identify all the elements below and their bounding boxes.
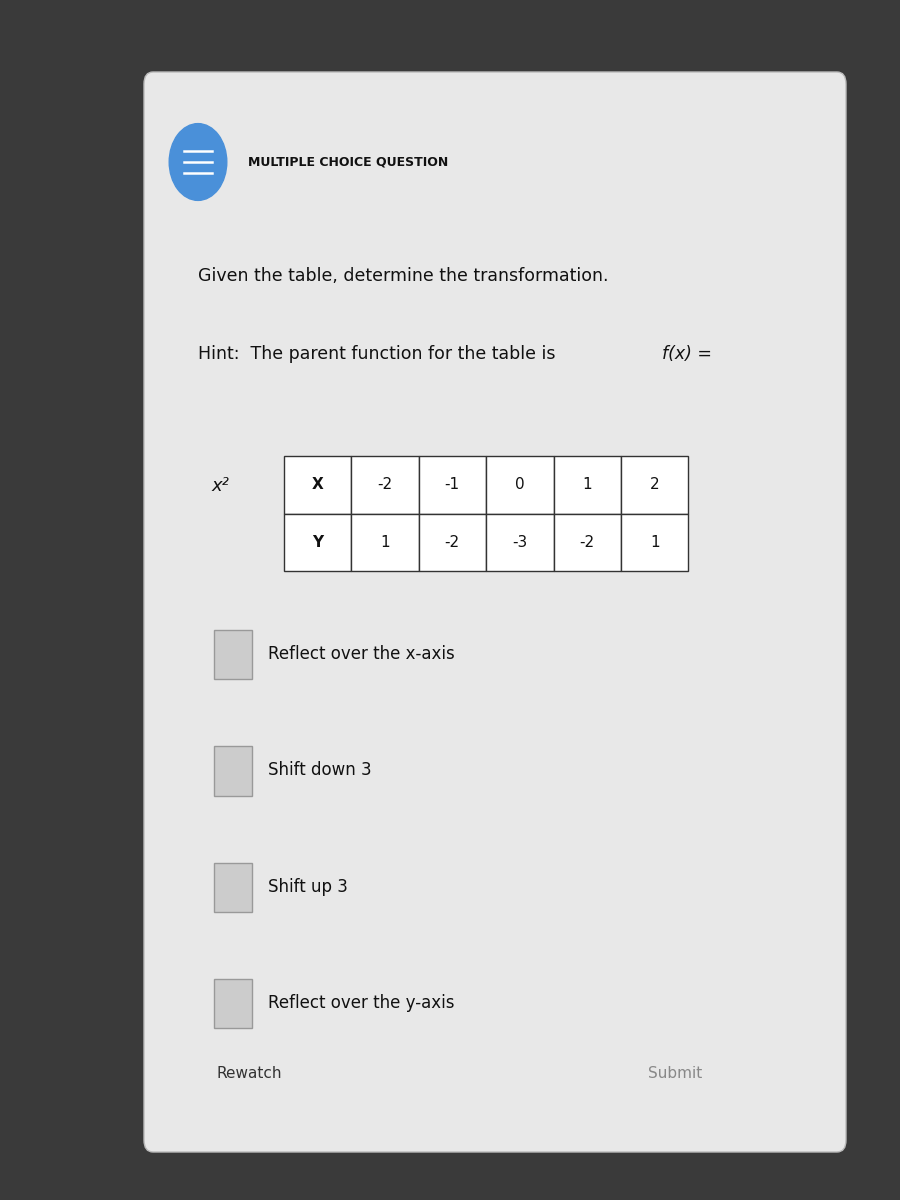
- FancyBboxPatch shape: [284, 456, 351, 514]
- FancyBboxPatch shape: [621, 456, 688, 514]
- Text: -2: -2: [580, 535, 595, 550]
- FancyBboxPatch shape: [351, 456, 418, 514]
- FancyBboxPatch shape: [214, 863, 252, 912]
- FancyBboxPatch shape: [284, 514, 351, 571]
- Text: 2: 2: [650, 478, 660, 492]
- Text: 1: 1: [650, 535, 660, 550]
- FancyBboxPatch shape: [554, 514, 621, 571]
- FancyBboxPatch shape: [351, 514, 418, 571]
- Text: -3: -3: [512, 535, 527, 550]
- FancyBboxPatch shape: [214, 630, 252, 679]
- FancyBboxPatch shape: [214, 979, 252, 1028]
- FancyBboxPatch shape: [486, 514, 554, 571]
- Text: 0: 0: [515, 478, 525, 492]
- FancyBboxPatch shape: [144, 72, 846, 1152]
- Text: X: X: [311, 478, 323, 492]
- Text: -2: -2: [445, 535, 460, 550]
- Text: Given the table, determine the transformation.: Given the table, determine the transform…: [198, 266, 608, 284]
- Text: Reflect over the x-axis: Reflect over the x-axis: [268, 644, 455, 662]
- Text: Rewatch: Rewatch: [216, 1067, 282, 1081]
- FancyBboxPatch shape: [418, 456, 486, 514]
- FancyBboxPatch shape: [621, 514, 688, 571]
- Text: -2: -2: [377, 478, 392, 492]
- FancyBboxPatch shape: [554, 456, 621, 514]
- Text: 1: 1: [582, 478, 592, 492]
- FancyBboxPatch shape: [418, 514, 486, 571]
- Circle shape: [169, 124, 227, 200]
- Text: Shift up 3: Shift up 3: [268, 877, 348, 895]
- Text: 1: 1: [380, 535, 390, 550]
- Text: Y: Y: [311, 535, 323, 550]
- Text: Shift down 3: Shift down 3: [268, 761, 372, 779]
- Text: Reflect over the y-axis: Reflect over the y-axis: [268, 994, 454, 1012]
- FancyBboxPatch shape: [214, 746, 252, 796]
- Text: Hint:  The parent function for the table is: Hint: The parent function for the table …: [198, 344, 561, 362]
- FancyBboxPatch shape: [486, 456, 554, 514]
- Text: x²: x²: [212, 476, 230, 494]
- Text: -1: -1: [445, 478, 460, 492]
- Text: MULTIPLE CHOICE QUESTION: MULTIPLE CHOICE QUESTION: [248, 156, 448, 168]
- Text: f(x) =: f(x) =: [662, 344, 711, 362]
- Text: Submit: Submit: [648, 1067, 702, 1081]
